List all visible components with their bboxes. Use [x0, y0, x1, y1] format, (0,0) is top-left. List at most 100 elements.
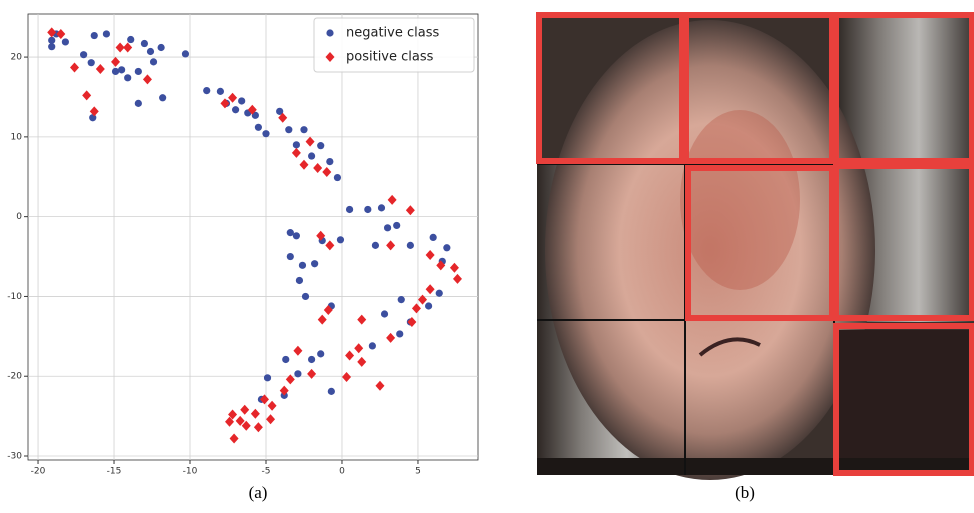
point	[377, 204, 386, 212]
point	[327, 387, 335, 395]
point	[262, 130, 270, 138]
point	[102, 30, 111, 38]
point	[282, 355, 290, 364]
point	[429, 233, 437, 241]
point	[411, 303, 421, 314]
point	[305, 136, 315, 147]
point	[278, 112, 288, 123]
point	[266, 414, 276, 425]
point	[342, 372, 352, 383]
point	[383, 224, 392, 232]
point	[276, 107, 284, 115]
point	[307, 152, 316, 160]
point	[397, 296, 405, 304]
point	[357, 356, 367, 367]
point	[292, 232, 300, 240]
y-tick-label: 10	[11, 132, 23, 142]
point	[228, 92, 238, 103]
point	[127, 35, 135, 44]
point	[231, 106, 240, 114]
point	[336, 236, 345, 244]
point	[317, 350, 325, 358]
point	[247, 104, 257, 115]
point	[216, 87, 225, 95]
point	[311, 260, 319, 268]
point	[317, 314, 327, 325]
point	[134, 67, 142, 76]
point	[61, 38, 69, 46]
plot-area	[27, 13, 479, 461]
point	[80, 51, 88, 59]
point	[146, 47, 155, 56]
point	[251, 111, 259, 119]
x-tick-label: -20	[31, 467, 46, 477]
point	[357, 314, 367, 325]
point	[253, 422, 263, 433]
point	[140, 39, 149, 48]
point	[425, 249, 435, 260]
point	[149, 58, 158, 66]
point	[436, 260, 446, 271]
point	[240, 404, 250, 415]
legend-label: positive class	[346, 50, 434, 65]
caption: (b)	[735, 483, 755, 502]
point	[425, 302, 433, 310]
point	[313, 162, 323, 173]
point	[286, 229, 294, 237]
point	[47, 27, 57, 38]
x-tick-label: -5	[262, 467, 271, 477]
point	[159, 94, 167, 102]
point	[345, 350, 355, 361]
point	[111, 56, 121, 67]
point	[229, 433, 239, 444]
point	[300, 126, 308, 134]
point	[259, 394, 269, 405]
point	[406, 241, 414, 249]
y-tick-label: 20	[11, 53, 23, 63]
point	[56, 28, 66, 39]
point	[393, 221, 401, 230]
photo	[536, 12, 974, 480]
point	[449, 262, 459, 273]
point	[87, 59, 95, 67]
point	[316, 230, 326, 241]
point	[307, 355, 316, 364]
point	[203, 86, 211, 95]
point	[307, 368, 317, 379]
y-tick-label: -20	[7, 372, 22, 382]
point	[443, 244, 451, 252]
point	[325, 240, 335, 251]
point	[301, 292, 310, 301]
point	[386, 332, 396, 343]
point	[241, 420, 251, 431]
point	[295, 276, 304, 285]
point	[380, 310, 389, 318]
point	[70, 62, 80, 73]
point	[124, 74, 132, 82]
point	[95, 64, 105, 75]
point	[89, 106, 99, 117]
point	[254, 123, 262, 131]
y-tick-label: 0	[16, 212, 22, 222]
legend-box	[313, 17, 475, 73]
point	[285, 126, 293, 134]
point	[435, 289, 443, 297]
point	[142, 74, 152, 85]
point	[452, 273, 462, 284]
point	[82, 90, 92, 101]
y-tick-label: -10	[7, 292, 22, 302]
point	[371, 241, 380, 249]
point	[286, 252, 294, 261]
point	[317, 142, 325, 150]
point	[292, 141, 300, 149]
point	[279, 385, 289, 396]
point	[115, 42, 125, 53]
legend-label: negative class	[346, 26, 439, 41]
point	[263, 374, 272, 382]
point	[250, 408, 260, 419]
point	[48, 43, 56, 51]
point	[396, 330, 404, 338]
point	[299, 159, 309, 170]
legend-marker	[326, 29, 334, 37]
